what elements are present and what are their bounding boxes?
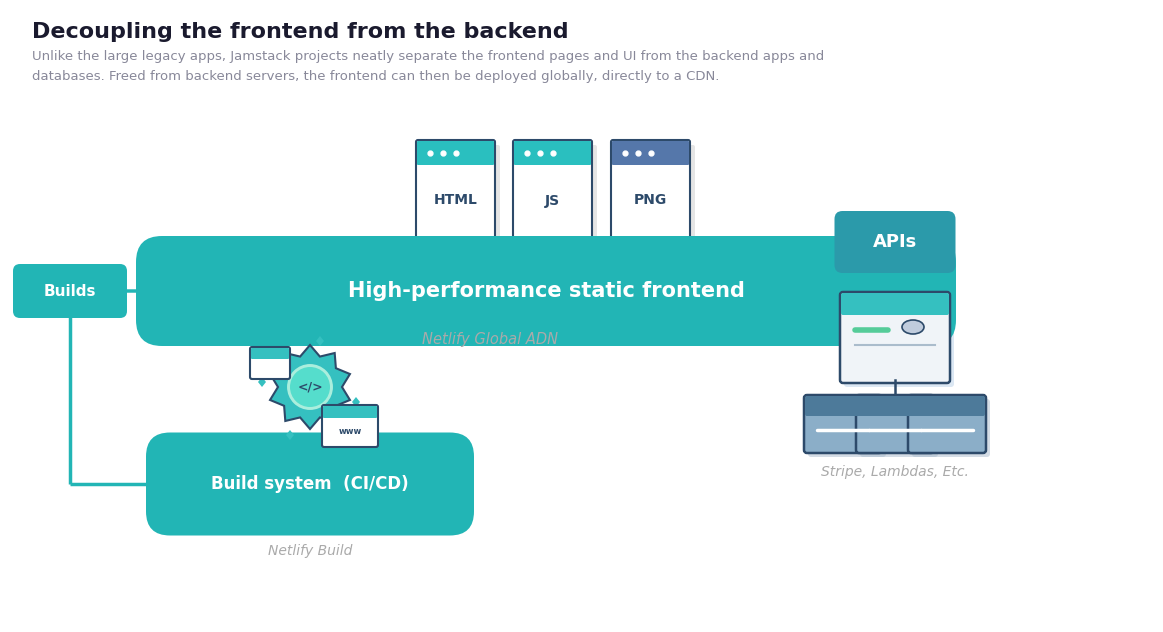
Text: databases. Freed from backend servers, the frontend can then be deployed globall: databases. Freed from backend servers, t… [33,70,720,83]
Polygon shape [316,336,324,346]
FancyBboxPatch shape [808,399,886,457]
FancyBboxPatch shape [859,399,939,457]
FancyBboxPatch shape [323,406,377,418]
Text: Build system  (CI/CD): Build system (CI/CD) [212,475,409,493]
FancyBboxPatch shape [250,347,290,379]
FancyBboxPatch shape [844,296,954,387]
Text: Netlify Build: Netlify Build [267,544,352,558]
Polygon shape [352,397,361,407]
Text: HTML: HTML [434,193,478,207]
FancyBboxPatch shape [616,145,695,244]
Text: Builds: Builds [44,284,97,298]
Text: Decoupling the frontend from the backend: Decoupling the frontend from the backend [33,22,569,42]
FancyBboxPatch shape [147,432,475,535]
Ellipse shape [902,320,923,334]
Polygon shape [270,345,350,429]
Text: JS: JS [545,193,561,207]
FancyBboxPatch shape [518,145,597,244]
FancyBboxPatch shape [908,395,986,453]
FancyBboxPatch shape [612,141,688,165]
FancyBboxPatch shape [804,395,882,453]
FancyBboxPatch shape [251,348,288,359]
FancyBboxPatch shape [416,140,495,239]
Circle shape [290,367,330,407]
FancyBboxPatch shape [909,396,985,416]
Text: PNG: PNG [634,193,668,207]
Text: Netlify Global ADN: Netlify Global ADN [422,332,558,347]
Text: APIs: APIs [873,233,918,251]
FancyBboxPatch shape [136,236,956,346]
Text: </>: </> [298,380,323,394]
FancyBboxPatch shape [514,141,591,165]
FancyBboxPatch shape [841,293,949,315]
FancyBboxPatch shape [13,264,127,318]
Circle shape [286,363,334,411]
Text: Unlike the large legacy apps, Jamstack projects neatly separate the frontend pag: Unlike the large legacy apps, Jamstack p… [33,50,825,63]
Text: Stripe, Lambdas, Etc.: Stripe, Lambdas, Etc. [821,465,969,479]
FancyBboxPatch shape [805,396,882,416]
FancyBboxPatch shape [513,140,592,239]
FancyBboxPatch shape [322,405,378,447]
FancyBboxPatch shape [835,211,956,273]
FancyBboxPatch shape [912,399,990,457]
FancyBboxPatch shape [856,395,934,453]
Text: www: www [338,427,362,437]
Text: High-performance static frontend: High-performance static frontend [348,281,744,301]
Polygon shape [286,430,294,440]
Polygon shape [258,377,266,387]
FancyBboxPatch shape [840,292,950,383]
FancyBboxPatch shape [857,396,933,416]
FancyBboxPatch shape [421,145,500,244]
FancyBboxPatch shape [418,141,494,165]
FancyBboxPatch shape [611,140,690,239]
